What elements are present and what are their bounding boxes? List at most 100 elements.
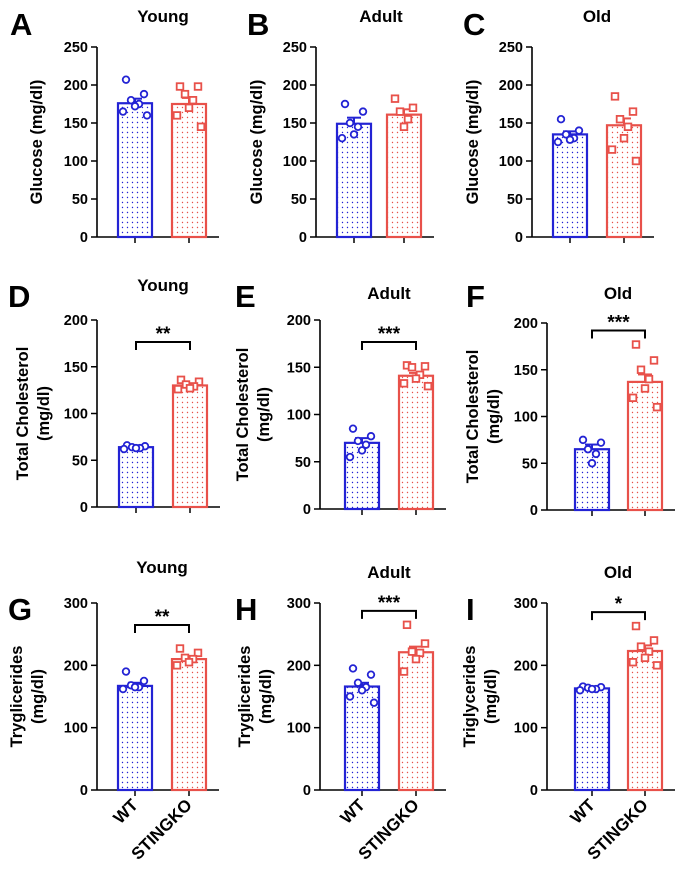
- y-tick-label: 100: [287, 721, 311, 737]
- y-axis-label-line: (mg/dl): [482, 669, 500, 724]
- wt-data-point: [578, 435, 588, 445]
- significance-stars: ***: [378, 324, 401, 345]
- y-tick-label: 150: [287, 360, 311, 376]
- y-tick-label: 200: [287, 658, 311, 674]
- y-tick-label: 0: [303, 502, 311, 518]
- significance-stars: ***: [378, 593, 401, 614]
- wt-data-point: [361, 440, 371, 449]
- wt-bar: [116, 102, 154, 239]
- y-axis-label-line: (mg/dl): [257, 669, 275, 724]
- stingko-data-point: [175, 644, 185, 653]
- stingko-data-point: [423, 381, 433, 391]
- wt-data-point: [349, 130, 359, 139]
- stingko-data-point: [623, 122, 633, 131]
- stingko-data-point: [411, 374, 421, 383]
- y-tick-label: 300: [287, 596, 311, 612]
- panel-i: I Old Triglycerides (mg/dl) 0 100 200 300 *: [461, 563, 675, 799]
- wt-data-point: [130, 682, 140, 692]
- y-tick-label: 150: [283, 116, 307, 132]
- stingko-data-point: [173, 384, 183, 394]
- y-axis-label-line: Tryglicerides: [8, 646, 26, 748]
- y-tick-label: 300: [64, 596, 88, 612]
- y-axis-label-line: Glucose (mg/dl): [248, 80, 266, 205]
- y-axis-label: Glucose (mg/dl): [28, 80, 46, 205]
- significance-bracket: [361, 609, 417, 619]
- stingko-data-point: [193, 648, 203, 658]
- y-tick-label: 200: [283, 78, 307, 94]
- stingko-data-point: [628, 658, 638, 667]
- panel-b: B Adult Glucose (mg/dl) 0 50 100 150 200 250: [247, 7, 434, 246]
- y-tick-label: 0: [80, 783, 88, 799]
- wt-data-point: [574, 126, 584, 135]
- y-tick-label: 100: [287, 408, 311, 424]
- stingko-data-point: [184, 658, 194, 667]
- y-axis-label: Glucose (mg/dl): [248, 80, 266, 205]
- y-tick-label: 50: [522, 456, 538, 472]
- y-tick-label: 50: [72, 453, 88, 469]
- y-axis-label-line: (mg/dl): [485, 389, 503, 444]
- wt-data-point: [565, 135, 575, 144]
- y-tick-label: 0: [80, 230, 88, 246]
- y-tick-label: 200: [64, 658, 88, 674]
- panel-d: D Young Total Cholesterol (mg/dl) 0 50 100 150 2…: [8, 276, 220, 516]
- stingko-data-point: [628, 393, 638, 402]
- stingko-data-point: [649, 356, 659, 365]
- panel-title: Old: [604, 563, 632, 582]
- stingko-data-point: [172, 661, 182, 670]
- wt-data-point: [119, 444, 129, 454]
- y-tick-label: 100: [64, 721, 88, 737]
- stingko-data-point: [175, 82, 185, 91]
- wt-data-point: [345, 452, 355, 462]
- x-category-label-wt: WT: [110, 795, 143, 828]
- wt-data-point: [340, 99, 350, 109]
- stingko-data-point: [631, 156, 641, 166]
- stingko-data-point: [399, 667, 409, 676]
- panel-title: Adult: [367, 563, 411, 582]
- y-tick-label: 50: [295, 455, 311, 471]
- wt-data-point: [142, 111, 152, 120]
- wt-bar: [116, 684, 154, 792]
- wt-data-point: [353, 436, 363, 446]
- wt-bar: [117, 446, 155, 509]
- wt-data-point: [130, 102, 140, 111]
- y-tick-label: 200: [514, 316, 538, 332]
- wt-data-point: [345, 692, 355, 701]
- y-tick-label: 0: [530, 503, 538, 519]
- stingko-data-point: [615, 115, 625, 124]
- y-tick-label: 100: [514, 410, 538, 426]
- stingko-data-point: [188, 96, 198, 105]
- panel-g: G Young Tryglicerides (mg/dl) 0 100 200 300 **: [8, 558, 219, 799]
- wt-data-point: [587, 459, 597, 468]
- y-tick-label: 250: [283, 40, 307, 56]
- y-tick-label: 0: [303, 783, 311, 799]
- y-tick-label: 300: [514, 596, 538, 612]
- y-tick-label: 100: [64, 154, 88, 170]
- stingko-data-point: [172, 111, 182, 120]
- significance-bracket: [591, 329, 646, 339]
- wt-data-point: [587, 684, 597, 694]
- y-tick-label: 50: [507, 192, 523, 208]
- y-axis-label-line: Total Cholesterol: [464, 350, 482, 484]
- stingko-data-point: [407, 363, 417, 372]
- wt-data-point: [366, 432, 376, 441]
- wt-data-point: [591, 449, 601, 459]
- panel-letter: E: [235, 279, 256, 314]
- stingko-data-point: [640, 653, 650, 663]
- y-tick-label: 0: [515, 230, 523, 246]
- y-tick-label: 150: [64, 360, 88, 376]
- panel-title: Old: [583, 7, 611, 26]
- panel-letter: D: [8, 279, 30, 314]
- y-tick-label: 200: [64, 313, 88, 329]
- y-tick-label: 0: [80, 500, 88, 516]
- wt-data-point: [126, 95, 136, 105]
- stingko-data-point: [395, 107, 405, 116]
- panel-title: Adult: [367, 284, 411, 303]
- stingko-data-point: [640, 384, 650, 393]
- wt-data-point: [575, 686, 585, 695]
- stingko-data-point: [652, 661, 662, 670]
- y-tick-label: 100: [514, 721, 538, 737]
- stingko-data-point: [399, 379, 409, 388]
- y-axis-label-line: Total Cholesterol: [14, 347, 32, 481]
- stingko-bar: [171, 384, 209, 509]
- y-axis-label-line: Triglycerides: [461, 646, 479, 748]
